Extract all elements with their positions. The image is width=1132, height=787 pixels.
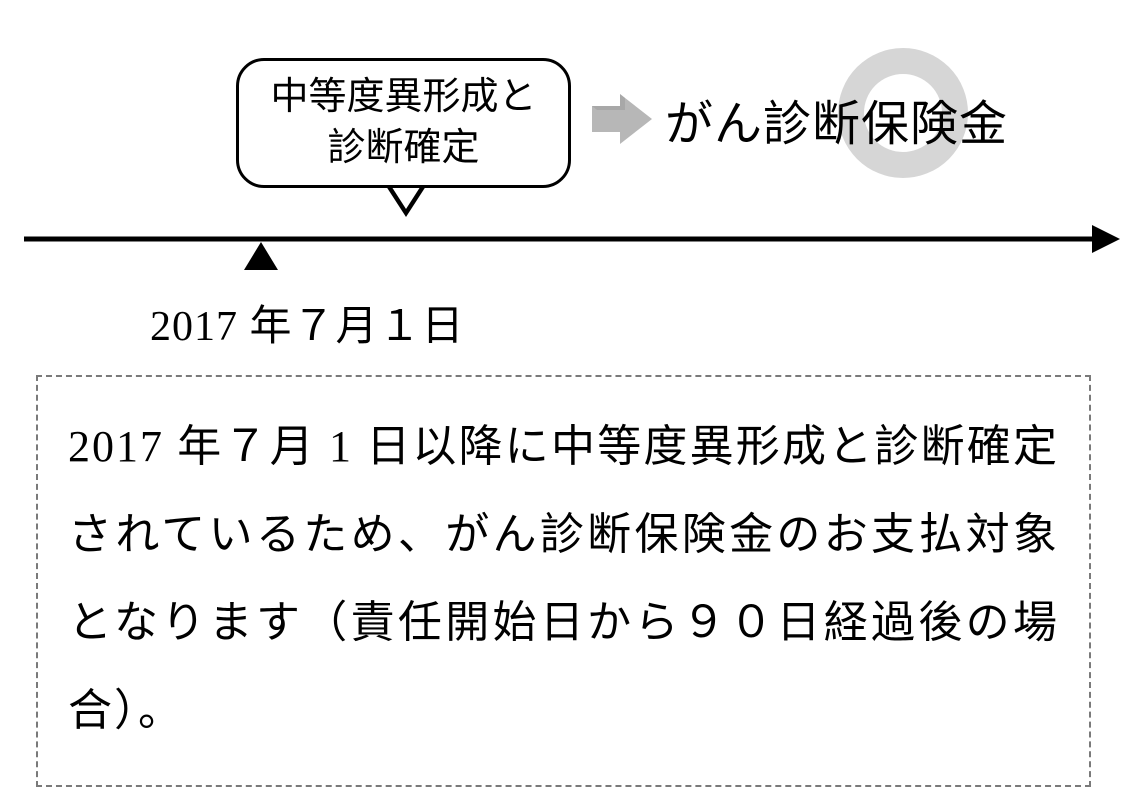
timeline-arrow-icon <box>24 224 1120 254</box>
callout-line1: 中等度異形成と <box>270 72 536 123</box>
date-label: 2017 年７月１日 <box>150 292 465 353</box>
date-marker-icon <box>244 242 278 270</box>
diagnosis-callout: 中等度異形成と 診断確定 <box>236 58 571 188</box>
explanation-box: 2017 年７月 1 日以降に中等度異形成と診断確定されているため、がん診断保険… <box>36 375 1091 787</box>
explanation-text: 2017 年７月 1 日以降に中等度異形成と診断確定されているため、がん診断保険… <box>68 422 1059 735</box>
callout-line2: 診断確定 <box>327 123 479 174</box>
outcome-label: がん診断保険金 <box>665 84 1008 154</box>
timeline-diagram: 中等度異形成と 診断確定 がん診断保険金 2017 年７月１日 <box>0 20 1132 360</box>
leads-to-arrow-icon <box>592 94 652 149</box>
